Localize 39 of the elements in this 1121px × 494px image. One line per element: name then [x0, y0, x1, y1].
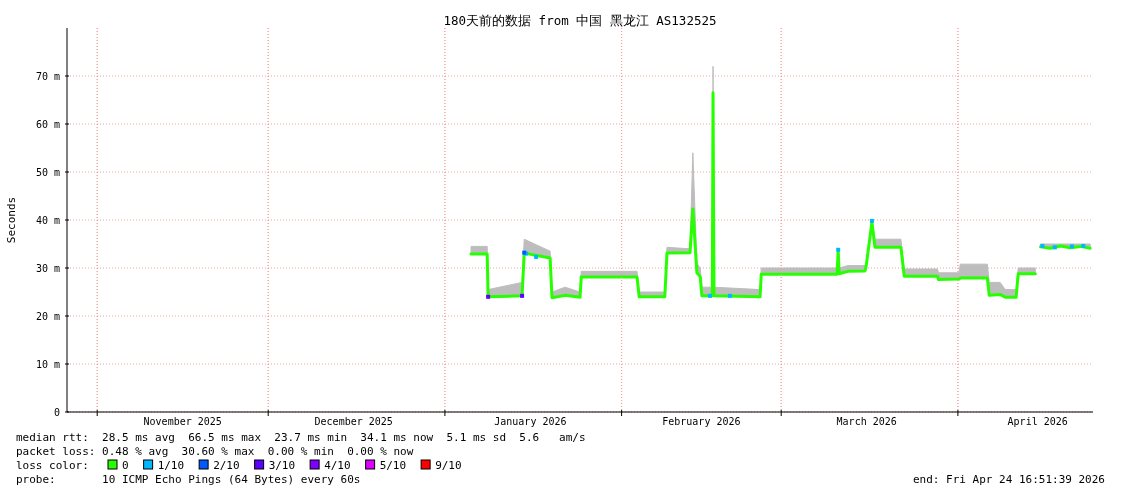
y-tick-label: 40 m — [35, 214, 60, 226]
point — [1040, 243, 1045, 248]
point — [836, 247, 841, 252]
text: median rtt: 28.5 ms avg 66.5 ms max 23.7 ms min 34.1 ms now 5.1 ms sd 5.6 am/s — [16, 431, 586, 444]
text: packet loss: 0.48 % avg 30.60 % max 0.00 % min 0.00 % now — [16, 445, 414, 458]
x-tick-label: December 2025 — [314, 416, 393, 427]
x-tick-label: February 2026 — [662, 416, 741, 427]
y-tick-label: 50 m — [35, 166, 60, 178]
legend-title: loss color: — [16, 459, 89, 472]
y-tick-label: 30 m — [35, 262, 60, 274]
point — [1081, 243, 1086, 248]
legend-label: 9/10 — [435, 459, 462, 472]
y-tick-label: 70 m — [35, 70, 60, 82]
point — [486, 294, 491, 299]
legend-label: 2/10 — [213, 459, 240, 472]
legend-label: 1/10 — [157, 459, 185, 472]
x-tick-label: April 2026 — [1007, 416, 1068, 427]
x-tick-label: November 2025 — [143, 416, 222, 427]
legend-label: 4/10 — [324, 459, 351, 472]
y-tick-label: 60 m — [35, 118, 60, 130]
y-tick-label: 0 — [53, 406, 60, 418]
point — [727, 293, 732, 298]
legend-label: 0 — [122, 459, 129, 472]
point — [707, 293, 712, 298]
x-tick-label: January 2026 — [494, 416, 567, 427]
chart-title: 180天前的数据 from 中国 黑龙江 AS132525 — [443, 13, 717, 28]
text: probe: 10 ICMP Echo Pings (64 Bytes) every 60s — [16, 473, 361, 486]
point — [520, 293, 525, 298]
legend-label: 5/10 — [379, 459, 407, 472]
legend-label: 3/10 — [268, 459, 296, 472]
y-tick-label: 10 m — [35, 358, 60, 370]
point — [869, 218, 874, 223]
point — [1069, 244, 1074, 249]
text: end: Fri Apr 24 16:51:39 2026 — [912, 473, 1105, 486]
x-tick-label: March 2026 — [836, 416, 897, 427]
y-tick-label: 20 m — [35, 310, 60, 322]
y-axis-title: Seconds — [5, 196, 18, 244]
point — [534, 254, 539, 259]
point — [1052, 245, 1057, 250]
